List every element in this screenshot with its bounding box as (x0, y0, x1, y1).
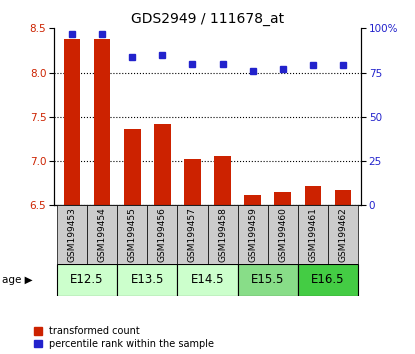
Bar (154, 124, 171, 205)
Bar (244, 195, 261, 205)
Legend: transformed count, percentile rank within the sample: transformed count, percentile rank withi… (34, 326, 215, 349)
Text: GSM199461: GSM199461 (308, 207, 317, 262)
Bar (124, 129, 141, 205)
Text: GSM199453: GSM199453 (68, 207, 76, 262)
Bar (268, 205, 298, 264)
Bar (274, 192, 291, 205)
Bar (64, 39, 80, 205)
Bar (57, 205, 87, 264)
Text: age ▶: age ▶ (2, 275, 33, 285)
Bar (177, 205, 208, 264)
Bar (87, 205, 117, 264)
Bar (208, 205, 238, 264)
Bar (117, 264, 177, 296)
Text: GSM199454: GSM199454 (98, 207, 107, 262)
Text: GSM199458: GSM199458 (218, 207, 227, 262)
Bar (177, 264, 238, 296)
Bar (335, 190, 351, 205)
Bar (94, 39, 110, 205)
Bar (214, 156, 231, 205)
Bar (147, 205, 177, 264)
Bar (298, 205, 328, 264)
Text: E16.5: E16.5 (311, 273, 345, 286)
Bar (305, 186, 321, 205)
Text: GSM199460: GSM199460 (278, 207, 287, 262)
Bar (117, 205, 147, 264)
Text: GSM199456: GSM199456 (158, 207, 167, 262)
Text: E15.5: E15.5 (251, 273, 284, 286)
Bar (184, 159, 201, 205)
Bar (328, 205, 358, 264)
Text: E14.5: E14.5 (191, 273, 224, 286)
Text: GSM199457: GSM199457 (188, 207, 197, 262)
Text: E13.5: E13.5 (131, 273, 164, 286)
Bar (238, 264, 298, 296)
Bar (298, 264, 358, 296)
Text: GSM199455: GSM199455 (128, 207, 137, 262)
Text: E12.5: E12.5 (70, 273, 104, 286)
Text: GSM199459: GSM199459 (248, 207, 257, 262)
Bar (238, 205, 268, 264)
Text: GDS2949 / 111678_at: GDS2949 / 111678_at (131, 12, 284, 27)
Bar (57, 264, 117, 296)
Text: GSM199462: GSM199462 (339, 207, 347, 262)
